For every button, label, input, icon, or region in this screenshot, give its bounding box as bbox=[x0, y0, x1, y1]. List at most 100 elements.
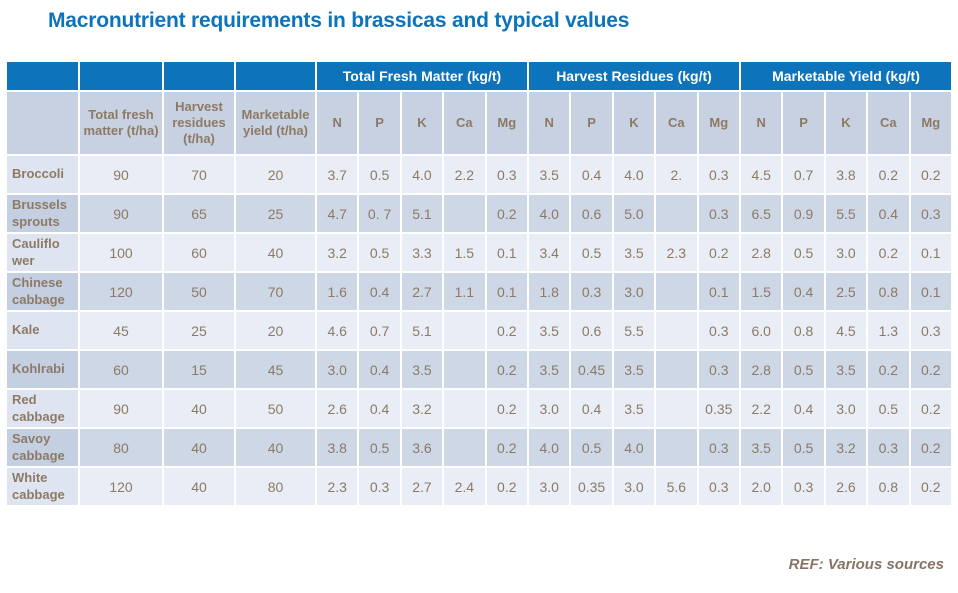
data-cell: 3.4 bbox=[526, 232, 572, 273]
data-cell: 0.3 bbox=[696, 193, 742, 234]
data-cell: 3.0 bbox=[526, 388, 572, 429]
data-cell: 3.2 bbox=[314, 232, 360, 273]
column-header-cell: Ca bbox=[654, 90, 699, 156]
data-cell: 3.8 bbox=[314, 427, 360, 468]
data-cell: 2.6 bbox=[823, 466, 869, 507]
data-cell: 65 bbox=[162, 193, 236, 234]
data-cell: 0.2 bbox=[908, 466, 953, 507]
row-header-cell: Brussels sprouts bbox=[5, 193, 80, 234]
column-header-row: Total fresh matter (t/ha) Harvest residue… bbox=[5, 90, 953, 156]
data-cell: 3.5 bbox=[611, 232, 657, 273]
data-cell: 3.5 bbox=[823, 349, 869, 390]
data-cell: 25 bbox=[234, 193, 317, 234]
column-header-cell: Mg bbox=[696, 90, 742, 156]
data-cell: 3.0 bbox=[823, 388, 869, 429]
data-cell: 3.5 bbox=[738, 427, 784, 468]
data-cell: 3.7 bbox=[314, 154, 360, 195]
row-header-cell: Cauliflo wer bbox=[5, 232, 80, 273]
data-cell: 0.4 bbox=[357, 349, 402, 390]
data-cell: 0.4 bbox=[866, 193, 911, 234]
data-cell: 4.5 bbox=[823, 310, 869, 351]
data-cell: 0.8 bbox=[866, 271, 911, 312]
column-header-cell: N bbox=[526, 90, 572, 156]
data-cell: 0.5 bbox=[781, 232, 826, 273]
row-header-cell: Savoy cabbage bbox=[5, 427, 80, 468]
table-header: Total Fresh Matter (kg/t) Harvest Residue… bbox=[5, 60, 953, 156]
data-cell: 120 bbox=[78, 466, 164, 507]
data-cell: 3.2 bbox=[399, 388, 445, 429]
blank-header-cell bbox=[162, 60, 236, 92]
macronutrient-table: Total Fresh Matter (kg/t) Harvest Residue… bbox=[5, 60, 953, 507]
table-row: Kale 45 25 20 4.6 0.7 5.1 0.2 3.5 0.6 5.5 0.3 6.0 0.8… bbox=[5, 310, 953, 351]
column-header-cell: P bbox=[781, 90, 826, 156]
data-cell: 0.1 bbox=[696, 271, 742, 312]
data-cell: 3.0 bbox=[611, 466, 657, 507]
data-cell bbox=[654, 349, 699, 390]
data-cell bbox=[654, 310, 699, 351]
data-cell: 0.9 bbox=[781, 193, 826, 234]
data-cell: 3.8 bbox=[823, 154, 869, 195]
data-cell: 2.5 bbox=[823, 271, 869, 312]
data-cell: 0.8 bbox=[781, 310, 826, 351]
data-cell: 0.5 bbox=[866, 388, 911, 429]
column-header-cell: Total fresh matter (t/ha) bbox=[78, 90, 164, 156]
table-body: Broccoli 90 70 20 3.7 0.5 4.0 2.2 0.3 3.5 0.4 4.0 2.… bbox=[5, 154, 953, 507]
data-cell: 0.4 bbox=[569, 154, 614, 195]
data-cell: 0.3 bbox=[357, 466, 402, 507]
row-header-cell: White cabbage bbox=[5, 466, 80, 507]
data-cell: 40 bbox=[162, 388, 236, 429]
data-cell: 0.2 bbox=[484, 310, 530, 351]
data-cell: 2.3 bbox=[654, 232, 699, 273]
group-header-cell: Marketable Yield (kg/t) bbox=[739, 60, 953, 92]
data-cell: 80 bbox=[234, 466, 317, 507]
data-cell: 2.2 bbox=[442, 154, 487, 195]
column-header-cell: Harvest residues (t/ha) bbox=[162, 90, 236, 156]
data-cell: 0.5 bbox=[569, 232, 614, 273]
data-cell: 0.6 bbox=[569, 310, 614, 351]
data-cell: 5.1 bbox=[399, 193, 445, 234]
data-cell: 3.3 bbox=[399, 232, 445, 273]
data-cell: 6.5 bbox=[738, 193, 784, 234]
data-cell: 3.2 bbox=[823, 427, 869, 468]
row-header-cell: Broccoli bbox=[5, 154, 80, 195]
data-cell: 0.2 bbox=[484, 427, 530, 468]
data-cell: 0.5 bbox=[781, 427, 826, 468]
data-cell: 0.4 bbox=[569, 388, 614, 429]
data-cell: 4.7 bbox=[314, 193, 360, 234]
row-header-cell: Chinese cabbage bbox=[5, 271, 80, 312]
data-cell: 100 bbox=[78, 232, 164, 273]
data-cell bbox=[442, 427, 487, 468]
data-cell: 0.7 bbox=[781, 154, 826, 195]
data-cell: 5.5 bbox=[611, 310, 657, 351]
data-cell: 0.3 bbox=[484, 154, 530, 195]
blank-header-cell bbox=[5, 60, 80, 92]
data-cell: 0.3 bbox=[696, 349, 742, 390]
column-header-cell: K bbox=[399, 90, 445, 156]
data-cell: 0.45 bbox=[569, 349, 614, 390]
row-header-cell: Kohlrabi bbox=[5, 349, 80, 390]
data-cell: 0.1 bbox=[484, 271, 530, 312]
data-cell: 0.5 bbox=[357, 427, 402, 468]
data-cell bbox=[442, 193, 487, 234]
column-header-cell: P bbox=[357, 90, 402, 156]
data-cell: 0.5 bbox=[357, 232, 402, 273]
data-cell: 0.3 bbox=[696, 310, 742, 351]
data-cell: 0.2 bbox=[696, 232, 742, 273]
data-cell: 0.7 bbox=[357, 310, 402, 351]
group-header-cell: Total Fresh Matter (kg/t) bbox=[315, 60, 529, 92]
blank-header-cell bbox=[78, 60, 164, 92]
data-cell: 20 bbox=[234, 310, 317, 351]
table-row: Red cabbage 90 40 50 2.6 0.4 3.2 0.2 3.0 0.4 3.5 0.… bbox=[5, 388, 953, 429]
data-cell: 90 bbox=[78, 388, 164, 429]
group-header-row: Total Fresh Matter (kg/t) Harvest Residue… bbox=[5, 60, 953, 92]
column-header-cell: Mg bbox=[484, 90, 530, 156]
data-cell: 0.35 bbox=[569, 466, 614, 507]
data-cell: 2.8 bbox=[738, 232, 784, 273]
column-header-cell: N bbox=[738, 90, 784, 156]
data-cell: 45 bbox=[78, 310, 164, 351]
data-cell: 90 bbox=[78, 154, 164, 195]
data-cell: 0.3 bbox=[569, 271, 614, 312]
data-cell: 0.1 bbox=[908, 271, 953, 312]
data-cell: 0.2 bbox=[866, 154, 911, 195]
data-cell: 0.1 bbox=[484, 232, 530, 273]
